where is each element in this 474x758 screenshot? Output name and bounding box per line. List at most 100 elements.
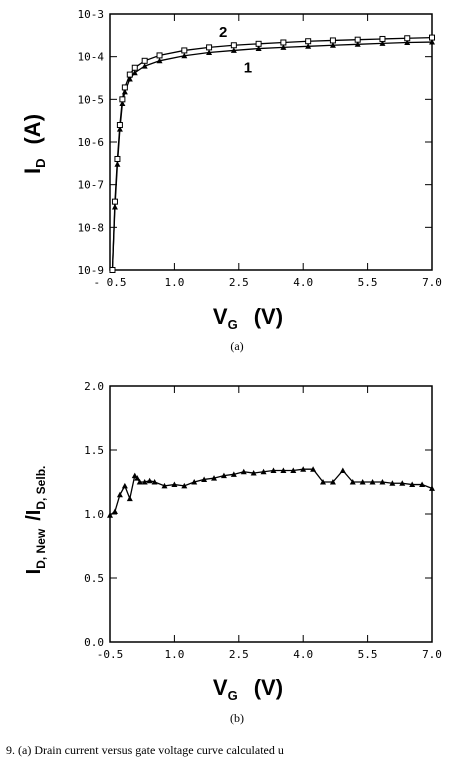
chart-a-series-labels: 12 xyxy=(219,24,252,77)
data-point-series-2 xyxy=(156,52,163,59)
y-tick-label: 0.5 xyxy=(84,572,104,585)
chart-a-x-ticks: - 0.5 1.0 2.5 4.0 5.5 7.0 xyxy=(93,14,442,289)
data-point-ratio xyxy=(126,495,133,502)
y-tick-label: 10-5 xyxy=(78,93,105,106)
chart-b-ylabel-main2: /I xyxy=(23,510,45,521)
data-point-series-2 xyxy=(280,39,287,46)
chart-b-ylabel-sub: D, New xyxy=(34,528,48,569)
x-tick-label: 4.0 xyxy=(293,276,313,289)
chart-a: 10-9 10-8 10-7 10-6 10-5 10-4 10-3 - 0.5 1.0 2.5… xyxy=(20,8,442,353)
data-point-ratio xyxy=(201,476,208,482)
data-point-ratio xyxy=(134,475,141,481)
svg-text:ID, New/ID, Selb.: ID, New/ID, Selb. xyxy=(23,466,48,575)
y-tick-label: 10-9 xyxy=(78,264,105,277)
chart-b-x-ticks: -0.5 1.0 2.5 4.0 5.5 7.0 xyxy=(97,386,442,661)
bottom-caption-text: 9. (a) Drain current versus gate voltage… xyxy=(6,743,284,757)
x-tick-label: 7.0 xyxy=(422,648,442,661)
series-line-2 xyxy=(111,36,433,271)
chart-b-x-axis-label: VG (V) xyxy=(213,675,283,703)
chart-a-xlabel-main: V xyxy=(213,304,228,329)
data-point-ratio xyxy=(260,468,267,475)
x-tick-label: 5.5 xyxy=(358,276,378,289)
x-tick-label: 2.5 xyxy=(229,648,249,661)
x-tick-label: 5.5 xyxy=(358,648,378,661)
chart-b-xlabel-main: V xyxy=(213,675,228,700)
chart-b-y-ticks: 0.0 0.5 1.0 1.5 2.0 xyxy=(84,380,432,649)
svg-text:ID(A): ID (A) xyxy=(20,114,48,174)
data-point-ratio xyxy=(181,482,188,489)
data-point-series-2 xyxy=(230,42,237,49)
data-point-series-1 xyxy=(255,45,262,52)
y-tick-label: 1.5 xyxy=(84,444,104,457)
data-point-ratio xyxy=(389,480,396,486)
data-point-ratio xyxy=(250,470,257,476)
data-point-series-1 xyxy=(429,39,435,45)
caption-a: (a) xyxy=(230,339,243,353)
data-point-series-2 xyxy=(429,34,435,41)
data-point-series-1 xyxy=(156,57,163,64)
data-point-ratio xyxy=(349,479,356,485)
data-point-ratio xyxy=(131,472,138,479)
chart-a-y-axis-label: ID (A) xyxy=(20,114,48,174)
data-point-series-2 xyxy=(404,35,411,42)
data-point-ratio xyxy=(220,472,227,479)
chart-b-xlabel-sub: G xyxy=(228,688,238,703)
data-point-ratio xyxy=(171,481,178,488)
x-tick-label: 7.0 xyxy=(422,276,442,289)
data-point-series-1 xyxy=(280,44,287,50)
chart-b: 0.00.51.01.52.0 -0.5 1.0 2.5 4.0 5.5 7.0 ID, … xyxy=(23,380,442,725)
data-point-series-1 xyxy=(206,49,213,56)
chart-a-xlabel-sub: G xyxy=(228,317,238,332)
data-point-series-2 xyxy=(111,198,118,205)
data-point-ratio xyxy=(161,482,168,489)
data-point-series-1 xyxy=(329,42,336,48)
data-point-series-2 xyxy=(255,40,262,47)
x-tick-label: 1.0 xyxy=(164,276,184,289)
chart-b-frame xyxy=(109,385,433,643)
caption-b: (b) xyxy=(230,711,244,725)
chart-b-ylabel-sub2: D, Selb. xyxy=(34,466,48,510)
data-point-ratio xyxy=(230,471,237,477)
data-point-ratio xyxy=(111,508,118,514)
ratio-series-line xyxy=(109,468,433,516)
chart-a-ylabel-unit: (A) xyxy=(20,114,45,145)
data-point-series-1 xyxy=(230,47,237,53)
data-point-ratio xyxy=(141,479,148,485)
data-point-series-2 xyxy=(329,37,336,44)
data-point-series-2 xyxy=(116,122,123,129)
data-point-series-1 xyxy=(305,43,312,49)
data-point-series-2 xyxy=(121,84,128,91)
data-point-ratio xyxy=(409,481,416,488)
data-point-series-1 xyxy=(181,52,188,59)
data-point-ratio xyxy=(379,479,386,485)
data-point-ratio xyxy=(280,467,287,473)
data-point-ratio xyxy=(329,479,336,485)
data-point-series-1 xyxy=(354,41,361,47)
data-point-series-2 xyxy=(305,38,312,45)
data-point-ratio xyxy=(121,482,128,489)
y-tick-label: 2.0 xyxy=(84,380,104,393)
x-tick-label: 1.0 xyxy=(164,648,184,661)
y-tick-label: 10-3 xyxy=(78,8,105,21)
chart-b-y-axis-label: ID, New/ID, Selb. xyxy=(23,466,48,575)
series-label-2: 2 xyxy=(219,24,227,41)
y-tick-label: 1.0 xyxy=(84,508,104,521)
data-point-ratio xyxy=(419,481,426,488)
data-point-series-2 xyxy=(141,57,148,64)
data-point-ratio xyxy=(290,467,297,473)
data-point-series-1 xyxy=(131,69,138,76)
y-tick-label: 10-4 xyxy=(78,51,105,64)
data-point-series-1 xyxy=(404,39,411,45)
y-tick-label: 0.0 xyxy=(84,636,104,649)
data-point-ratio xyxy=(339,467,346,473)
data-point-ratio xyxy=(369,479,376,485)
y-tick-label: 10-6 xyxy=(78,136,105,149)
data-point-ratio xyxy=(300,466,307,472)
data-point-series-2 xyxy=(354,36,361,43)
data-point-series-2 xyxy=(181,47,188,54)
chart-a-ylabel-main: I xyxy=(20,168,45,174)
data-point-ratio xyxy=(320,479,327,485)
series-line-1 xyxy=(111,41,433,271)
x-tick-label: - 0.5 xyxy=(93,276,126,289)
